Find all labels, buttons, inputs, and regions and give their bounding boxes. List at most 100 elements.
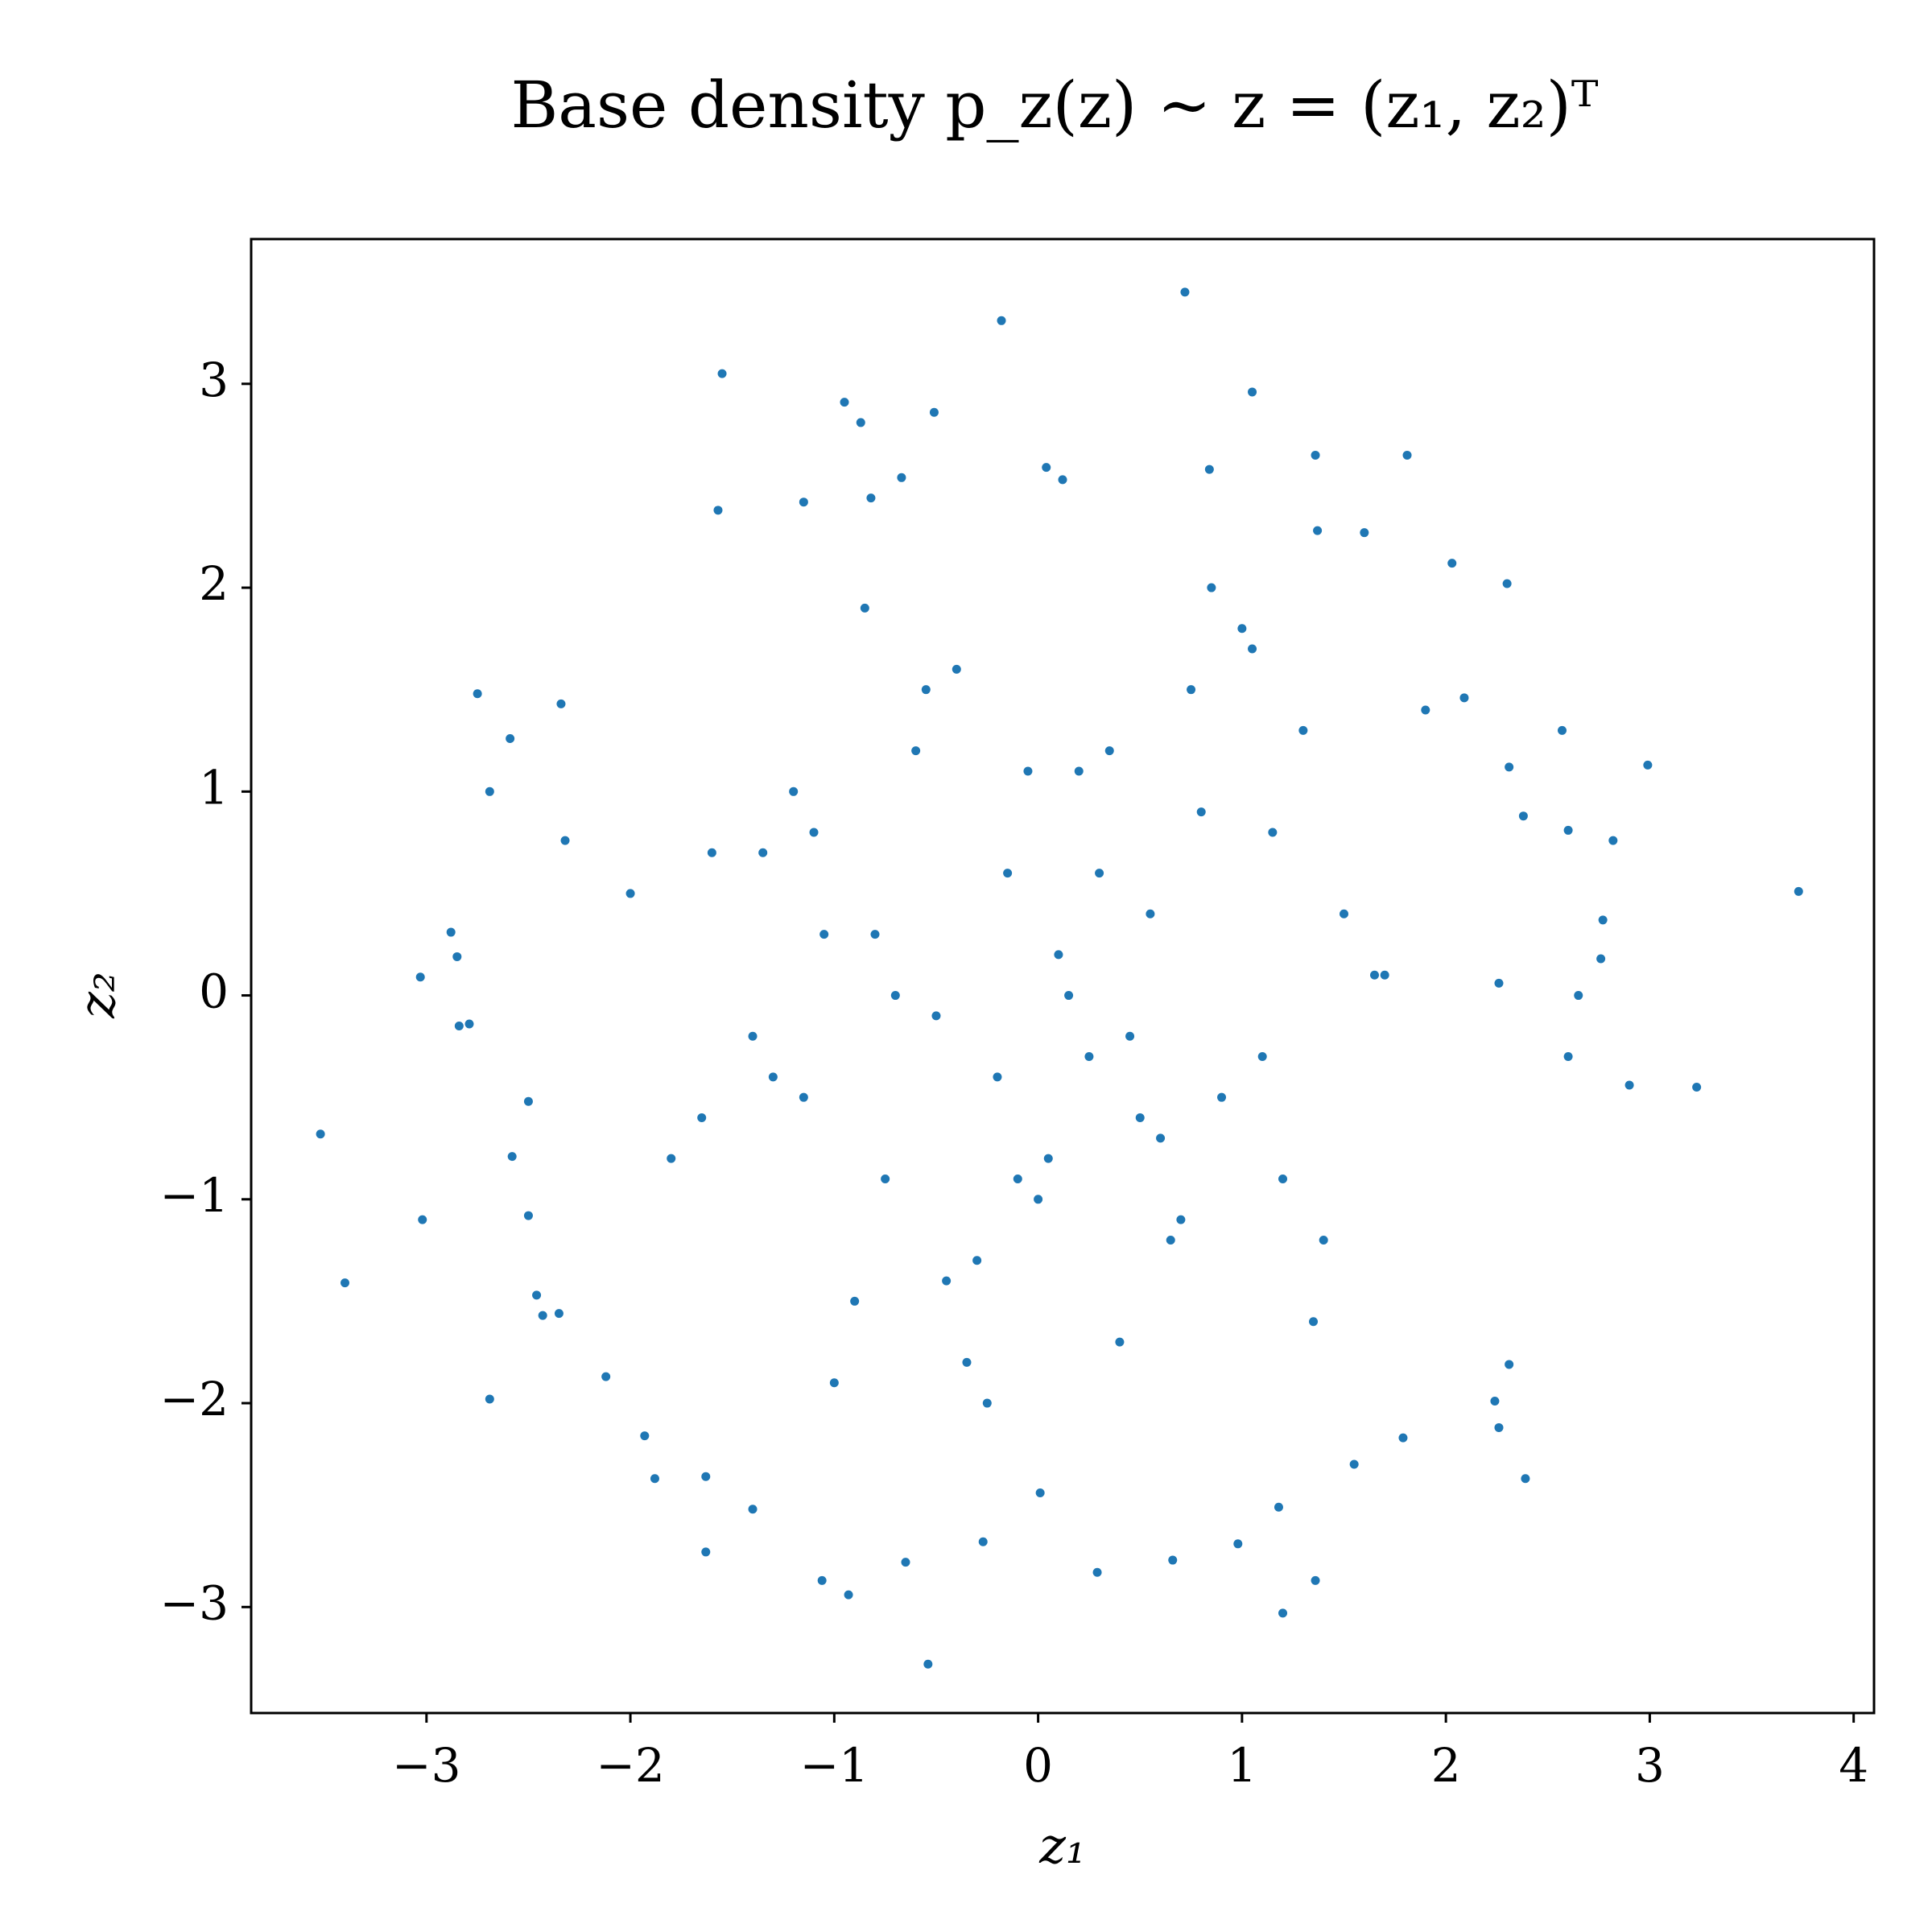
point: [799, 497, 808, 507]
point: [829, 1378, 839, 1388]
point: [1563, 825, 1573, 835]
point: [931, 1011, 941, 1021]
x-tick-label: −3: [392, 1738, 461, 1793]
point: [1034, 1195, 1043, 1204]
point: [1502, 579, 1512, 588]
x-tick-label: 3: [1635, 1738, 1665, 1793]
point: [1447, 559, 1457, 568]
point: [1074, 766, 1084, 776]
point: [1311, 1575, 1320, 1585]
point: [962, 1357, 972, 1367]
point: [748, 1505, 758, 1514]
point: [1207, 583, 1216, 592]
point: [1196, 807, 1206, 817]
point: [713, 506, 723, 515]
point: [952, 664, 961, 674]
point: [1340, 909, 1349, 919]
point: [701, 1547, 711, 1557]
point: [1313, 526, 1323, 535]
point: [1278, 1174, 1288, 1183]
point: [1398, 1433, 1408, 1443]
point: [532, 1290, 542, 1300]
point: [942, 1276, 952, 1286]
point: [748, 1031, 758, 1041]
point: [667, 1154, 676, 1163]
point: [418, 1215, 427, 1224]
y-tick-label: 2: [199, 556, 229, 611]
point: [1421, 705, 1430, 715]
point: [1042, 463, 1051, 473]
point: [1380, 970, 1389, 980]
point: [650, 1474, 659, 1484]
point: [1624, 1080, 1634, 1090]
point: [601, 1372, 611, 1381]
point: [850, 1296, 860, 1306]
point: [506, 733, 515, 743]
point: [1643, 760, 1653, 770]
point: [1104, 746, 1114, 756]
point: [897, 473, 906, 482]
point: [929, 407, 939, 417]
point: [1217, 1092, 1227, 1102]
point: [452, 952, 462, 961]
point: [1692, 1083, 1702, 1092]
point: [1278, 1608, 1288, 1618]
point: [454, 1022, 464, 1031]
point: [881, 1174, 890, 1183]
point: [523, 1096, 533, 1106]
point: [1298, 725, 1308, 735]
point: [556, 699, 566, 708]
point: [1494, 978, 1504, 988]
point: [978, 1537, 988, 1546]
point: [758, 848, 768, 857]
point: [1003, 869, 1013, 878]
point: [485, 786, 494, 796]
point: [768, 1072, 778, 1082]
x-axis-label: z₁: [1038, 1816, 1086, 1875]
point: [799, 1092, 808, 1102]
point: [1257, 1052, 1267, 1062]
point: [1248, 644, 1257, 654]
point: [1054, 950, 1063, 960]
point: [982, 1398, 992, 1408]
point: [923, 1659, 933, 1669]
x-tick-label: 0: [1023, 1738, 1053, 1793]
point: [1092, 1567, 1102, 1577]
point: [1360, 528, 1369, 538]
point: [717, 369, 727, 378]
point: [707, 848, 716, 857]
point: [1268, 828, 1278, 837]
chart-title: Base density p_z(z) ∼ z = (z₁, z₂)ᵀ: [511, 68, 1599, 142]
point: [921, 685, 931, 695]
point: [1146, 909, 1155, 919]
point: [1563, 1052, 1573, 1062]
x-tick-label: −1: [800, 1738, 869, 1793]
x-tick-label: −2: [596, 1738, 665, 1793]
point: [1237, 624, 1247, 634]
point: [316, 1129, 325, 1139]
point: [1125, 1031, 1135, 1041]
point: [1596, 954, 1606, 964]
point: [1248, 387, 1257, 397]
point: [640, 1431, 650, 1441]
y-tick-label: −1: [160, 1168, 229, 1223]
y-tick-label: 3: [199, 353, 229, 407]
point: [997, 316, 1006, 325]
point: [1156, 1133, 1166, 1143]
point: [1490, 1397, 1500, 1406]
point: [1135, 1113, 1145, 1123]
point: [1494, 1422, 1504, 1432]
point: [809, 828, 819, 837]
point: [1459, 693, 1469, 703]
point: [1176, 1215, 1186, 1224]
point: [1274, 1502, 1283, 1512]
point: [697, 1113, 707, 1123]
point: [1084, 1052, 1094, 1062]
point: [890, 991, 900, 1001]
point: [1521, 1474, 1530, 1484]
point: [840, 398, 849, 407]
point: [1180, 287, 1190, 297]
point: [341, 1278, 350, 1288]
point: [817, 1575, 827, 1585]
point: [1319, 1235, 1328, 1245]
